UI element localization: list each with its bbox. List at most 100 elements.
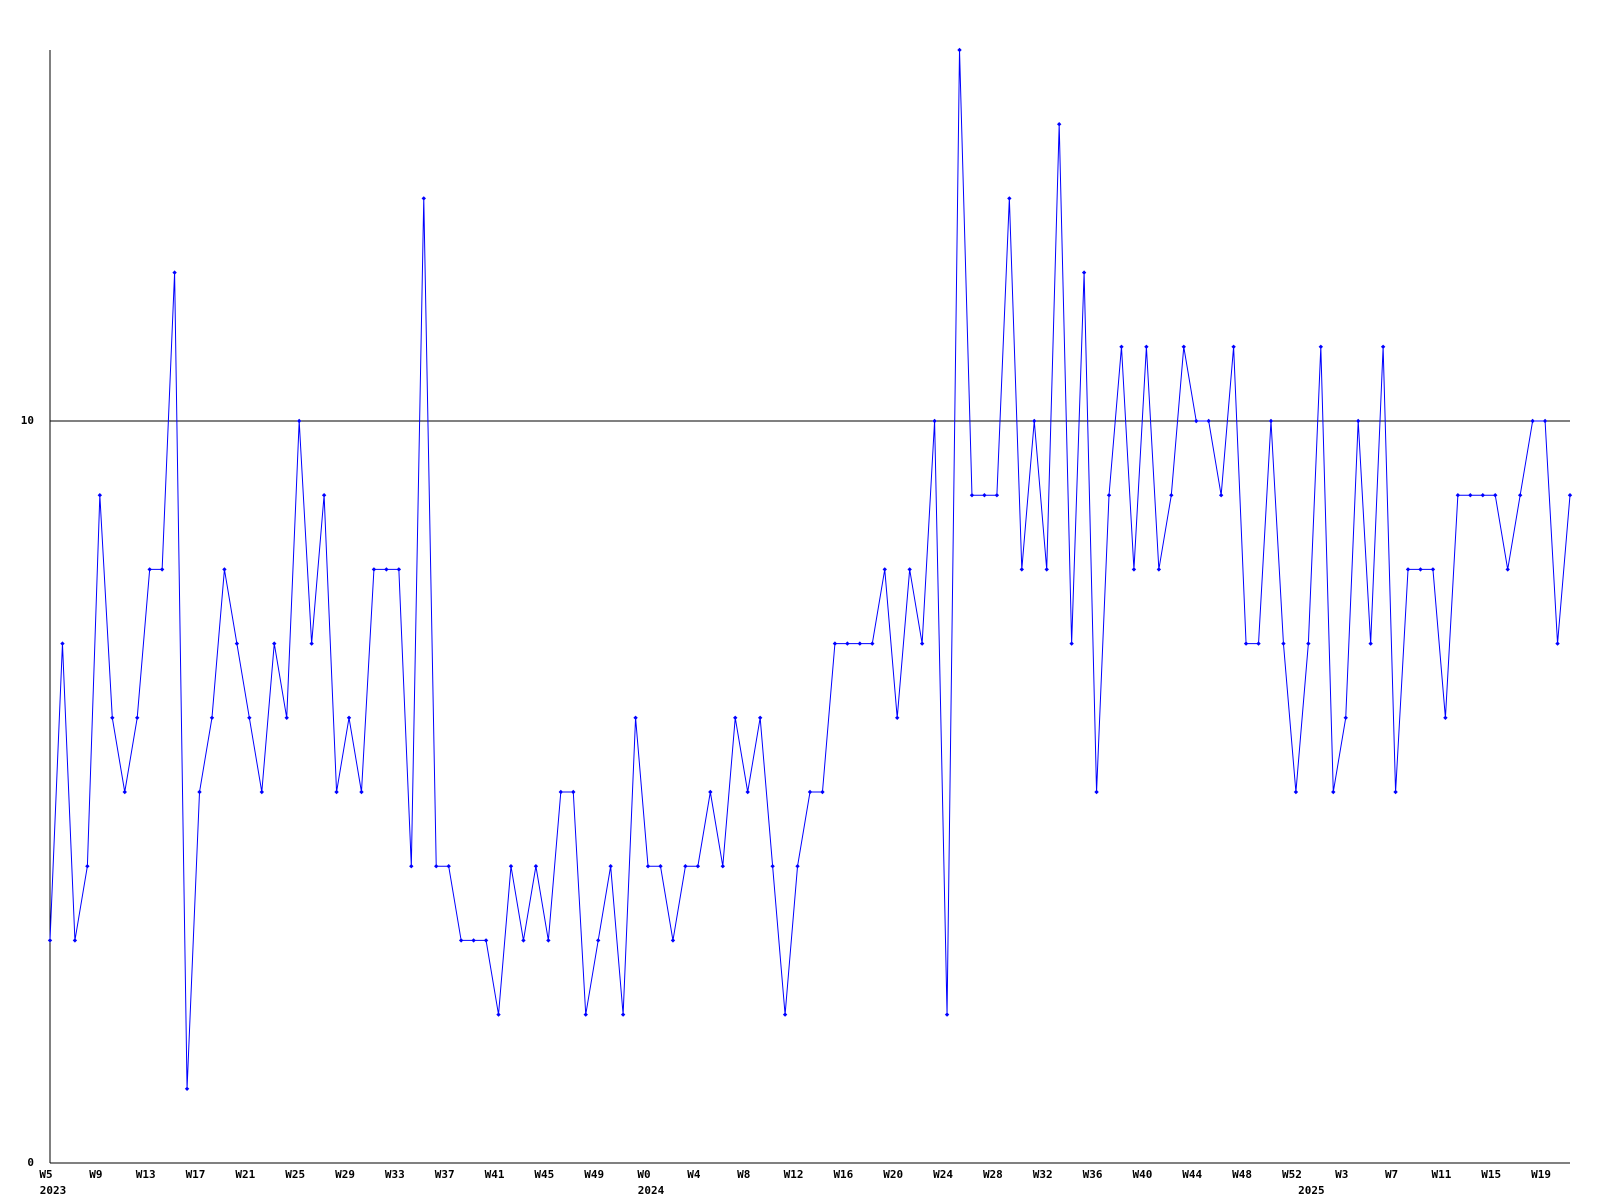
data-point <box>147 567 152 572</box>
data-point <box>919 641 925 646</box>
data-point <box>1081 270 1087 275</box>
x-tick-label: W49 <box>584 1168 604 1181</box>
data-point <box>1293 789 1299 795</box>
data-point <box>483 938 489 943</box>
x-tick-label: W11 <box>1431 1168 1451 1181</box>
data-point <box>745 789 750 795</box>
data-point <box>384 567 389 572</box>
y-tick-label: 10 <box>21 414 34 427</box>
data-point <box>1455 493 1461 498</box>
data-point <box>421 196 426 201</box>
data-point <box>994 493 1000 498</box>
data-point <box>795 864 800 869</box>
data-point <box>72 938 78 943</box>
data-point <box>832 641 838 646</box>
data-point <box>1268 418 1274 424</box>
x-tick-label: W32 <box>1033 1168 1053 1181</box>
data-point <box>1480 493 1485 498</box>
x-tick-label: W12 <box>784 1168 804 1181</box>
x-tick-label: W5 <box>39 1168 52 1181</box>
data-point <box>159 567 165 572</box>
data-point <box>658 864 663 869</box>
x-tick-label: W25 <box>285 1168 305 1181</box>
data-point <box>944 1012 950 1017</box>
year-label: 2023 <box>40 1184 67 1197</box>
data-point <box>1131 567 1137 572</box>
data-point <box>1194 418 1199 424</box>
data-point <box>969 493 975 498</box>
data-point <box>172 270 177 275</box>
x-tick-label: W29 <box>335 1168 355 1181</box>
data-point <box>733 715 738 720</box>
data-point <box>209 715 215 720</box>
x-tick-label: W24 <box>933 1168 953 1181</box>
data-point <box>346 715 352 720</box>
data-point <box>458 938 464 943</box>
data-point <box>1331 789 1336 795</box>
x-tick-label: W33 <box>385 1168 405 1181</box>
data-point <box>558 789 564 795</box>
data-point <box>1430 567 1436 572</box>
data-point <box>97 493 103 498</box>
data-point <box>620 1012 626 1017</box>
data-point <box>1231 344 1236 349</box>
data-point <box>359 789 364 795</box>
x-tick-label: W4 <box>687 1168 701 1181</box>
data-point <box>782 1012 788 1017</box>
x-tick-label: W7 <box>1385 1168 1398 1181</box>
data-point <box>1156 567 1162 572</box>
data-point <box>197 789 202 795</box>
data-point <box>1032 418 1037 424</box>
x-tick-label: W37 <box>435 1168 455 1181</box>
data-point <box>184 1086 190 1091</box>
data-point <box>757 715 763 720</box>
data-point <box>1542 418 1548 424</box>
data-point <box>1281 641 1286 646</box>
data-point <box>770 864 775 869</box>
data-point <box>296 418 302 424</box>
x-tick-label: W19 <box>1531 1168 1551 1181</box>
data-point <box>1094 789 1099 795</box>
data-point <box>446 864 451 869</box>
x-tick-label: W41 <box>485 1168 505 1181</box>
data-point <box>284 715 289 720</box>
data-point <box>1007 196 1012 201</box>
data-point <box>60 641 65 646</box>
data-point <box>508 864 514 869</box>
data-point <box>409 864 414 869</box>
data-point <box>1106 493 1112 498</box>
x-tick-label: W15 <box>1481 1168 1501 1181</box>
data-point <box>633 715 638 720</box>
data-point <box>309 641 314 646</box>
data-point <box>571 789 576 795</box>
data-point <box>234 641 240 646</box>
data-point <box>1119 344 1124 349</box>
data-point <box>247 715 252 720</box>
data-point <box>932 418 937 424</box>
data-point <box>1218 493 1224 498</box>
data-point <box>110 715 115 720</box>
data-point <box>608 864 613 869</box>
data-point <box>1405 567 1411 572</box>
data-point <box>222 567 227 572</box>
data-point <box>1493 493 1498 498</box>
data-point <box>334 789 339 795</box>
data-point <box>521 938 526 943</box>
data-point <box>895 715 900 720</box>
data-point <box>1044 567 1049 572</box>
year-label: 2025 <box>1298 1184 1325 1197</box>
data-point <box>1318 344 1324 349</box>
data-point <box>820 789 825 795</box>
x-tick-label: W44 <box>1182 1168 1202 1181</box>
data-point <box>1468 493 1473 498</box>
data-point <box>434 864 439 869</box>
data-point <box>1443 715 1448 720</box>
x-tick-label: W52 <box>1282 1168 1302 1181</box>
x-tick-label: W48 <box>1232 1168 1252 1181</box>
data-point <box>1517 493 1523 498</box>
data-point <box>1056 122 1062 127</box>
data-point <box>1530 418 1535 424</box>
data-point <box>496 1012 501 1017</box>
data-point <box>1567 493 1573 498</box>
